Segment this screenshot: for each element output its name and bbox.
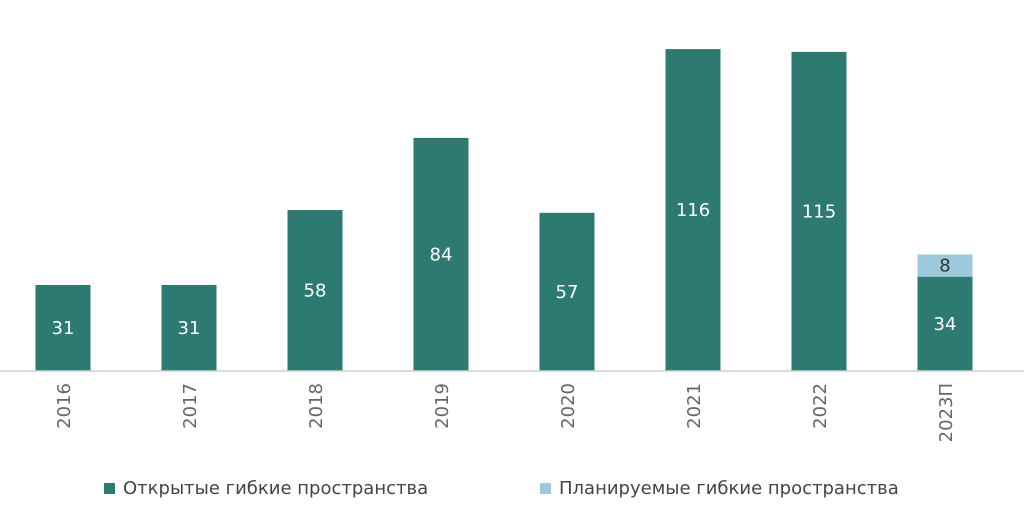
bar-open-2020: [539, 212, 595, 371]
legend-swatch-planned: [540, 483, 551, 494]
bar-open-2017: [161, 284, 217, 371]
legend-swatch-open: [104, 483, 115, 494]
x-tick-label-2016: 2016: [54, 383, 75, 429]
data-label-open-2019: 84: [430, 244, 453, 265]
data-label-open-2021: 116: [676, 200, 710, 221]
x-tick-label-2021: 2021: [684, 383, 705, 429]
bar-chart: 31 31 58 84 57 116 115 34 8 2016 2017 2018 2019 2020…: [0, 49, 1024, 442]
bar-open-2019: [413, 137, 469, 371]
x-tick-labels: 2016 2017 2018 2019 2020 2021 2022 2023П: [54, 383, 957, 442]
bars-layer: 31 31 58 84 57 116 115 34 8: [35, 49, 973, 371]
bar-planned-2023П: [917, 254, 973, 277]
bar-open-2021: [665, 49, 721, 371]
data-label-open-2018: 58: [304, 281, 327, 302]
data-label-open-2016: 31: [52, 318, 75, 339]
x-tick-label-2018: 2018: [306, 383, 327, 429]
bar-open-2023П: [917, 276, 973, 371]
legend-label-open: Открытые гибкие пространства: [123, 478, 429, 499]
data-label-open-2022: 115: [802, 201, 836, 222]
legend-label-planned: Планируемые гибкие пространства: [559, 478, 899, 499]
x-tick-label-2023П: 2023П: [936, 383, 957, 442]
legend-item-planned: Планируемые гибкие пространства: [540, 478, 899, 499]
x-tick-label-2022: 2022: [810, 383, 831, 429]
legend: Открытые гибкие пространства Планируемые…: [0, 478, 1024, 504]
data-label-open-2020: 57: [556, 282, 579, 303]
x-tick-label-2019: 2019: [432, 383, 453, 429]
bar-open-2022: [791, 51, 847, 371]
bar-open-2016: [35, 284, 91, 371]
x-tick-label-2017: 2017: [180, 383, 201, 429]
data-label-open-2023П: 34: [934, 314, 957, 335]
data-label-open-2017: 31: [178, 318, 201, 339]
bar-open-2018: [287, 210, 343, 371]
x-tick-label-2020: 2020: [558, 383, 579, 429]
legend-item-open: Открытые гибкие пространства: [104, 478, 428, 499]
data-label-planned-2023П: 8: [939, 256, 950, 277]
